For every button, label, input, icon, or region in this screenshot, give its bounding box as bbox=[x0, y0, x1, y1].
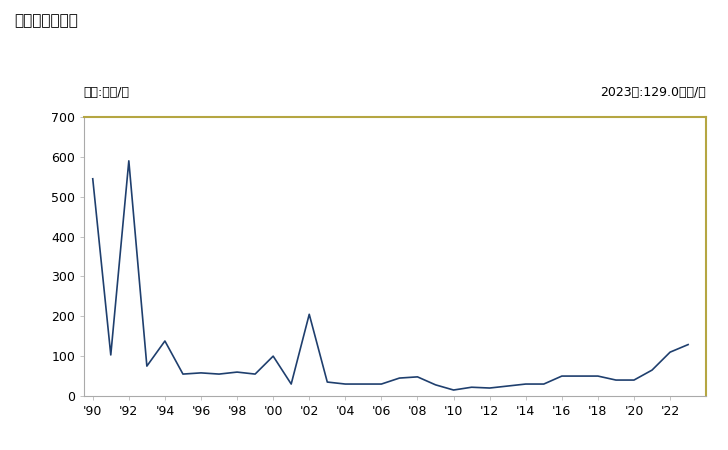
Text: 輸入価格の推移: 輸入価格の推移 bbox=[15, 14, 79, 28]
Text: 2023年:129.0万円/台: 2023年:129.0万円/台 bbox=[601, 86, 706, 99]
Text: 単位:万円/台: 単位:万円/台 bbox=[84, 86, 130, 99]
